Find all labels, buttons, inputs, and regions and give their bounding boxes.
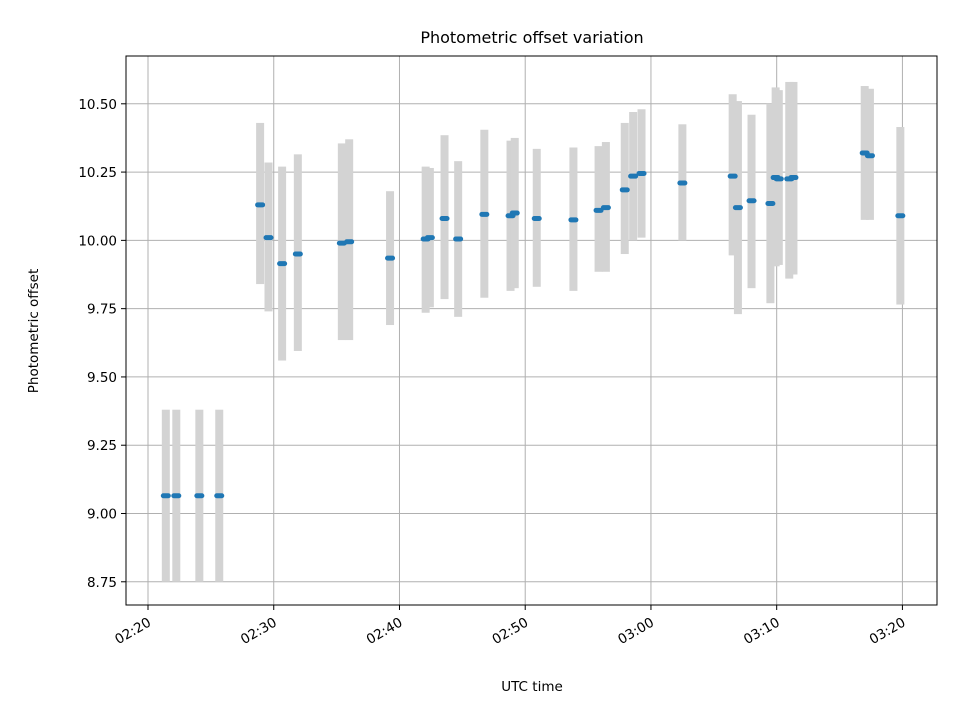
data-points <box>160 150 906 499</box>
y-axis-label: Photometric offset <box>26 269 42 393</box>
y-tick-label: 10.25 <box>78 165 117 181</box>
plot-frame <box>125 55 938 606</box>
y-axis-ticks: 8.75 9.00 9.25 9.50 9.75 10.00 10.25 10.50 <box>78 97 126 591</box>
x-axis-label: UTC time <box>501 679 563 695</box>
y-tick-label: 9.00 <box>87 507 117 523</box>
y-tick-label: 10.50 <box>78 97 117 113</box>
chart-title: Photometric offset variation <box>420 28 643 47</box>
y-tick-label: 9.50 <box>87 370 117 386</box>
y-tick-label: 8.75 <box>87 575 117 591</box>
y-tick-label: 9.75 <box>87 302 117 318</box>
y-tick-label: 9.25 <box>87 438 117 454</box>
y-tick-label: 10.00 <box>78 233 117 249</box>
